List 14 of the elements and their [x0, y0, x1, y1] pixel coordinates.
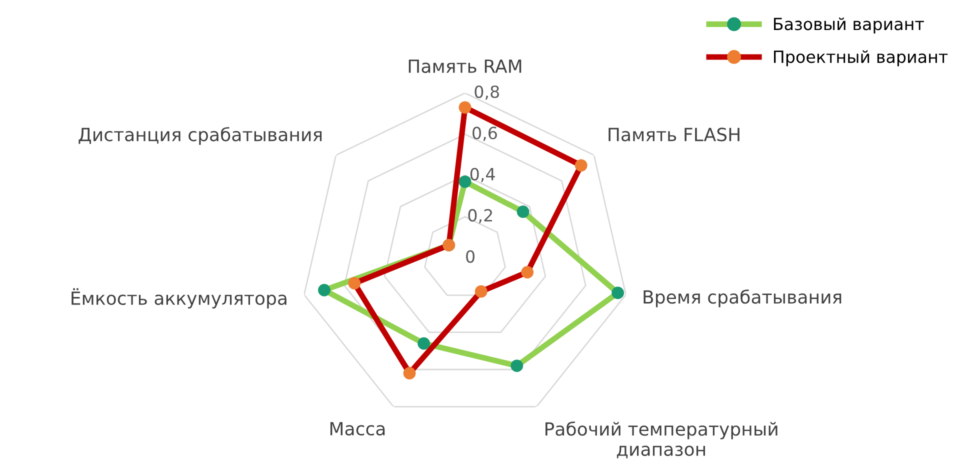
- spoke-label: Рабочий температурный диапазон: [546, 422, 778, 458]
- legend-label: Проектный вариант: [774, 50, 948, 66]
- legend-label: Базовый вариант: [774, 17, 924, 34]
- y-tick-label: 0,6: [472, 126, 497, 141]
- spoke-label: Память FLASH: [608, 128, 740, 142]
- spoke-label: Ёмкость аккумулятора: [72, 288, 286, 308]
- y-tick-label: 0,8: [474, 85, 499, 100]
- spoke-label: Время срабатывания: [644, 289, 842, 308]
- y-tick-label: 0: [466, 250, 474, 263]
- spoke-label: Дистанция срабатывания: [78, 127, 322, 145]
- y-tick-label: 0,2: [468, 209, 492, 224]
- spoke-label: Масса: [330, 422, 385, 436]
- y-tick-label: 0,4: [470, 168, 495, 182]
- spoke-label: Память RAM: [408, 60, 522, 73]
